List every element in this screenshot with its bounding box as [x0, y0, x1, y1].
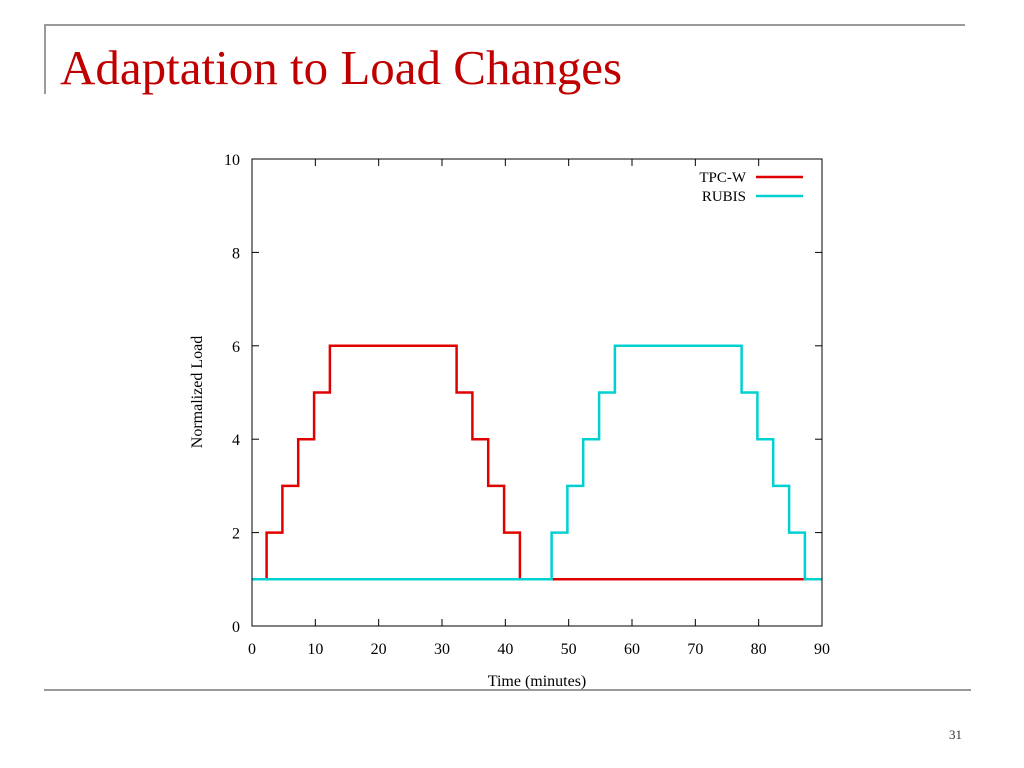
- x-tick-label: 90: [814, 641, 830, 658]
- page-number: 31: [949, 727, 962, 742]
- x-tick-label: 40: [497, 641, 513, 658]
- x-axis-title: Time (minutes): [488, 673, 587, 690]
- axes: 0 10 20 30 40 50 60 70 80 90 0 2 4 6 8 10: [224, 152, 830, 658]
- y-tick-label: 0: [232, 619, 240, 636]
- legend: TPC-W RUBIS: [699, 170, 803, 205]
- plot-frame: [251, 158, 823, 627]
- y-tick-label: 8: [232, 245, 240, 262]
- y-tick-label: 4: [232, 432, 240, 449]
- x-tick-label: 60: [624, 641, 640, 658]
- y-tick-label: 10: [224, 152, 240, 169]
- x-tick-label: 50: [561, 641, 577, 658]
- y-tick-label: 2: [232, 526, 240, 543]
- slide-title: Adaptation to Load Changes: [60, 40, 623, 95]
- plot-area: [252, 344, 822, 581]
- series-line-tpc-w: [265, 344, 807, 581]
- x-tick-label: 20: [371, 641, 387, 658]
- top-divider: [44, 24, 965, 26]
- x-tick-label: 30: [434, 641, 450, 658]
- legend-label: TPC-W: [699, 170, 747, 186]
- x-tick-label: 70: [687, 641, 703, 658]
- y-axis-title: Normalized Load: [189, 336, 206, 448]
- y-tick-label: 6: [232, 339, 240, 356]
- legend-label: RUBIS: [702, 189, 746, 205]
- x-tick-label: 0: [248, 641, 256, 658]
- x-tick-label: 10: [307, 641, 323, 658]
- bottom-divider: [44, 689, 971, 691]
- series-line-rubis: [252, 344, 822, 581]
- left-divider: [44, 24, 46, 94]
- x-tick-label: 80: [751, 641, 767, 658]
